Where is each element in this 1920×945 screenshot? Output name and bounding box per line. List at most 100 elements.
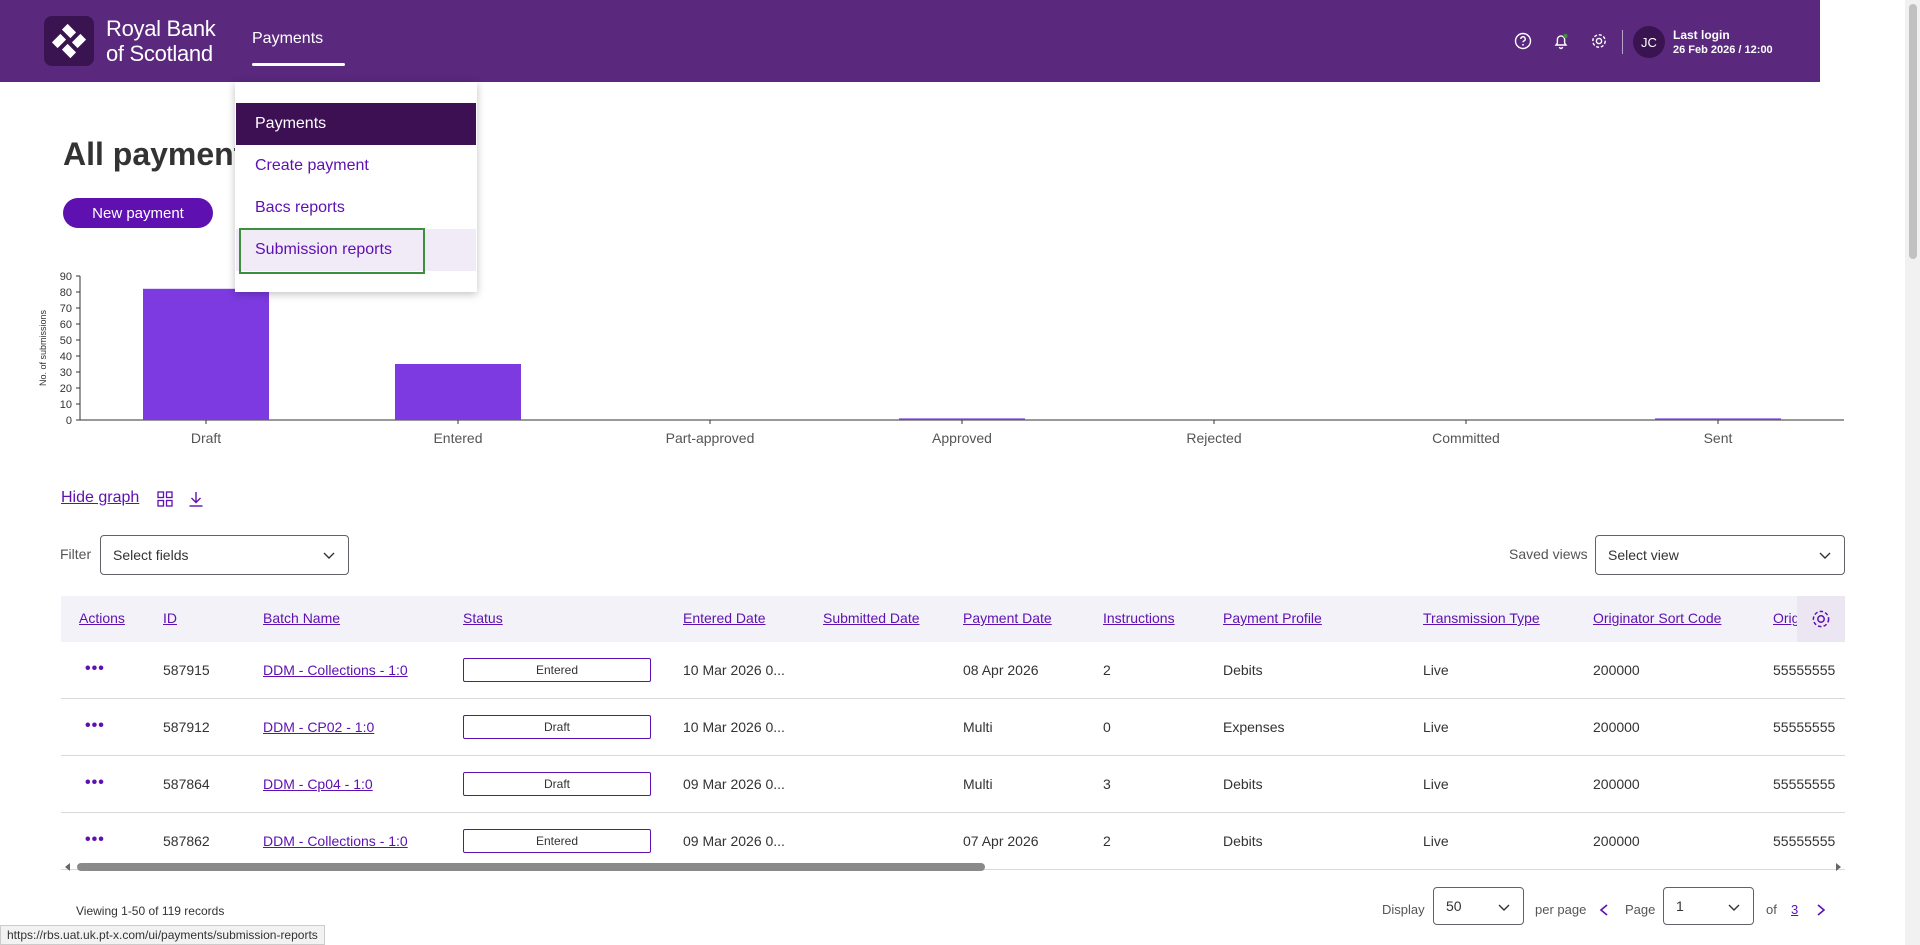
download-icon[interactable]	[186, 489, 206, 509]
user-avatar[interactable]: JC	[1633, 26, 1665, 58]
payments-dropdown-menu: Payments Create payment Bacs reports Sub…	[235, 82, 477, 292]
vertical-scroll-thumb[interactable]	[1909, 4, 1917, 259]
col-payment-date[interactable]: Payment Date	[963, 610, 1052, 626]
column-settings-gear-icon[interactable]	[1797, 596, 1845, 642]
page-title: All payments	[63, 136, 238, 172]
col-payment-profile[interactable]: Payment Profile	[1223, 610, 1322, 626]
status-badge: Entered	[463, 658, 651, 682]
page-label: Page	[1625, 902, 1656, 917]
vertical-scrollbar[interactable]	[1905, 0, 1920, 945]
x-tick-label: Committed	[1432, 430, 1500, 446]
y-tick-label: 80	[60, 287, 72, 299]
cell-id: 587915	[163, 662, 210, 678]
menu-item-submission-reports[interactable]: Submission reports	[236, 229, 476, 271]
row-actions-menu-icon[interactable]: •••	[85, 717, 105, 734]
chevron-down-icon	[1819, 552, 1831, 559]
focus-outline	[239, 228, 425, 274]
chevron-down-icon	[1728, 904, 1740, 911]
cell-payment-date: Multi	[963, 719, 993, 735]
row-actions-menu-icon[interactable]: •••	[85, 831, 105, 848]
filter-select-value: Select fields	[113, 547, 189, 563]
header-divider	[1622, 30, 1623, 54]
table-row: ••• 587915 DDM - Collections - 1:0 Enter…	[61, 642, 1845, 699]
y-tick-label: 10	[60, 399, 72, 411]
col-batch-name[interactable]: Batch Name	[263, 610, 341, 626]
cell-entered-date: 10 Mar 2026 0...	[683, 719, 785, 735]
menu-item-create-payment[interactable]: Create payment	[255, 157, 369, 174]
cell-sort-code: 200000	[1593, 719, 1640, 735]
col-submitted-date[interactable]: Submitted Date	[823, 610, 920, 626]
cell-batch-name-link[interactable]: DDM - Cp04 - 1:0	[263, 776, 373, 792]
x-tick-label: Entered	[433, 430, 482, 446]
y-tick-label: 20	[60, 383, 72, 395]
cell-id: 587912	[163, 719, 210, 735]
page-select-value: 1	[1676, 898, 1684, 914]
hide-graph-link[interactable]: Hide graph	[61, 489, 140, 506]
col-originator-account[interactable]: Orig	[1773, 610, 1800, 626]
cell-transmission-type: Live	[1423, 833, 1449, 849]
x-tick-label: Rejected	[1186, 430, 1241, 446]
y-axis-label: No. of submissions	[38, 309, 48, 386]
col-entered-date[interactable]: Entered Date	[683, 610, 766, 626]
table-header: Actions ID Batch Name Status Entered Dat…	[61, 596, 1845, 642]
y-tick-label: 50	[60, 335, 72, 347]
horizontal-scrollbar[interactable]	[61, 860, 1845, 874]
rbs-logo[interactable]	[44, 16, 94, 66]
next-page-chevron-icon[interactable]	[1815, 903, 1827, 917]
bar-draft	[143, 288, 269, 420]
x-tick-label: Part-approved	[666, 430, 755, 446]
last-login-value: 26 Feb 2026 / 12:00	[1673, 44, 1773, 56]
cell-batch-name-link[interactable]: DDM - Collections - 1:0	[263, 833, 408, 849]
scroll-right-icon[interactable]	[1834, 863, 1842, 871]
payments-table: Actions ID Batch Name Status Entered Dat…	[61, 596, 1845, 870]
chevron-down-icon	[1498, 904, 1510, 911]
cell-payment-date: Multi	[963, 776, 993, 792]
y-tick-label: 90	[60, 271, 72, 283]
cell-batch-name-link[interactable]: DDM - Collections - 1:0	[263, 662, 408, 678]
menu-item-payments[interactable]: Payments	[236, 103, 476, 145]
x-tick-label: Sent	[1704, 430, 1733, 446]
cell-sort-code: 200000	[1593, 833, 1640, 849]
brand-line-2: of Scotland	[106, 41, 213, 66]
cell-instructions: 2	[1103, 833, 1111, 849]
menu-item-bacs-reports[interactable]: Bacs reports	[255, 199, 345, 216]
col-id[interactable]: ID	[163, 610, 177, 626]
per-page-select[interactable]: 50	[1433, 887, 1524, 925]
total-pages-link[interactable]: 3	[1791, 902, 1799, 917]
cell-entered-date: 09 Mar 2026 0...	[683, 833, 785, 849]
y-tick-label: 70	[60, 303, 72, 315]
prev-page-chevron-icon[interactable]	[1598, 903, 1610, 917]
row-actions-menu-icon[interactable]: •••	[85, 660, 105, 677]
gear-icon[interactable]	[1588, 30, 1610, 52]
horizontal-scroll-thumb[interactable]	[77, 863, 985, 871]
nav-tab-payments[interactable]: Payments	[252, 30, 324, 47]
cell-transmission-type: Live	[1423, 662, 1449, 678]
scroll-left-icon[interactable]	[64, 863, 72, 871]
col-transmission-type[interactable]: Transmission Type	[1423, 610, 1540, 626]
saved-views-select[interactable]: Select view	[1595, 535, 1845, 575]
records-summary: Viewing 1-50 of 119 records	[76, 904, 225, 918]
col-actions[interactable]: Actions	[79, 610, 125, 626]
col-originator-sort-code[interactable]: Originator Sort Code	[1593, 610, 1722, 626]
filter-label: Filter	[60, 546, 92, 562]
cell-batch-name-link[interactable]: DDM - CP02 - 1:0	[263, 719, 375, 735]
col-status[interactable]: Status	[463, 610, 503, 626]
cell-originator-account: 55555555	[1773, 833, 1836, 849]
cell-payment-date: 08 Apr 2026	[963, 662, 1039, 678]
filter-select[interactable]: Select fields	[100, 535, 349, 575]
saved-views-select-value: Select view	[1608, 547, 1679, 563]
cell-entered-date: 09 Mar 2026 0...	[683, 776, 785, 792]
cell-payment-profile: Debits	[1223, 776, 1263, 792]
row-actions-menu-icon[interactable]: •••	[85, 774, 105, 791]
col-instructions[interactable]: Instructions	[1103, 610, 1175, 626]
new-payment-button[interactable]: New payment	[63, 198, 213, 228]
help-icon[interactable]	[1512, 30, 1534, 52]
status-badge: Entered	[463, 829, 651, 853]
page-select[interactable]: 1	[1663, 887, 1754, 925]
bell-icon[interactable]	[1550, 30, 1572, 52]
cell-transmission-type: Live	[1423, 776, 1449, 792]
cell-payment-profile: Expenses	[1223, 719, 1285, 735]
grid-view-icon[interactable]	[155, 489, 175, 509]
nav-tab-underline	[252, 63, 345, 66]
per-page-label: per page	[1535, 902, 1587, 917]
